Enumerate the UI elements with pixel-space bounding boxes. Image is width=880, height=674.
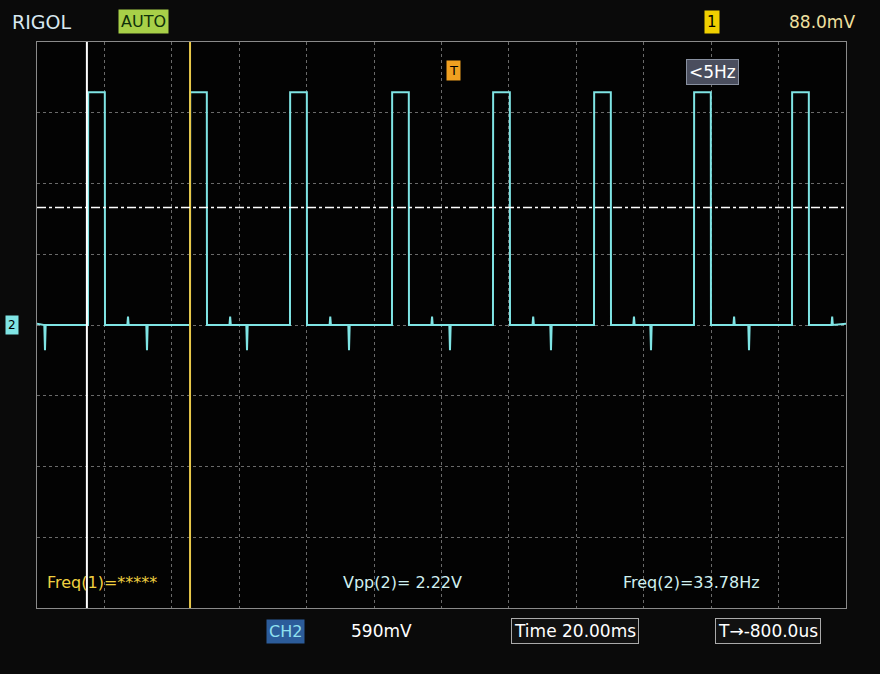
svg-text:<5Hz: <5Hz: [689, 62, 736, 82]
svg-text:Time 20.00ms: Time 20.00ms: [514, 621, 636, 641]
svg-text:AUTO: AUTO: [121, 12, 166, 31]
svg-text:CH2: CH2: [269, 622, 302, 641]
svg-text:2: 2: [8, 318, 16, 332]
svg-text:T: T: [449, 63, 458, 78]
svg-text:Vpp(2)= 2.22V: Vpp(2)= 2.22V: [343, 573, 462, 592]
svg-text:T→-800.0us: T→-800.0us: [718, 621, 818, 641]
svg-text:Freq(2)=33.78Hz: Freq(2)=33.78Hz: [623, 573, 760, 592]
svg-text:88.0mV: 88.0mV: [789, 12, 855, 32]
svg-text:590mV: 590mV: [351, 621, 412, 641]
svg-text:RIGOL: RIGOL: [12, 11, 71, 33]
svg-text:1: 1: [707, 13, 717, 31]
svg-text:Freq(1)=*****: Freq(1)=*****: [47, 573, 157, 592]
